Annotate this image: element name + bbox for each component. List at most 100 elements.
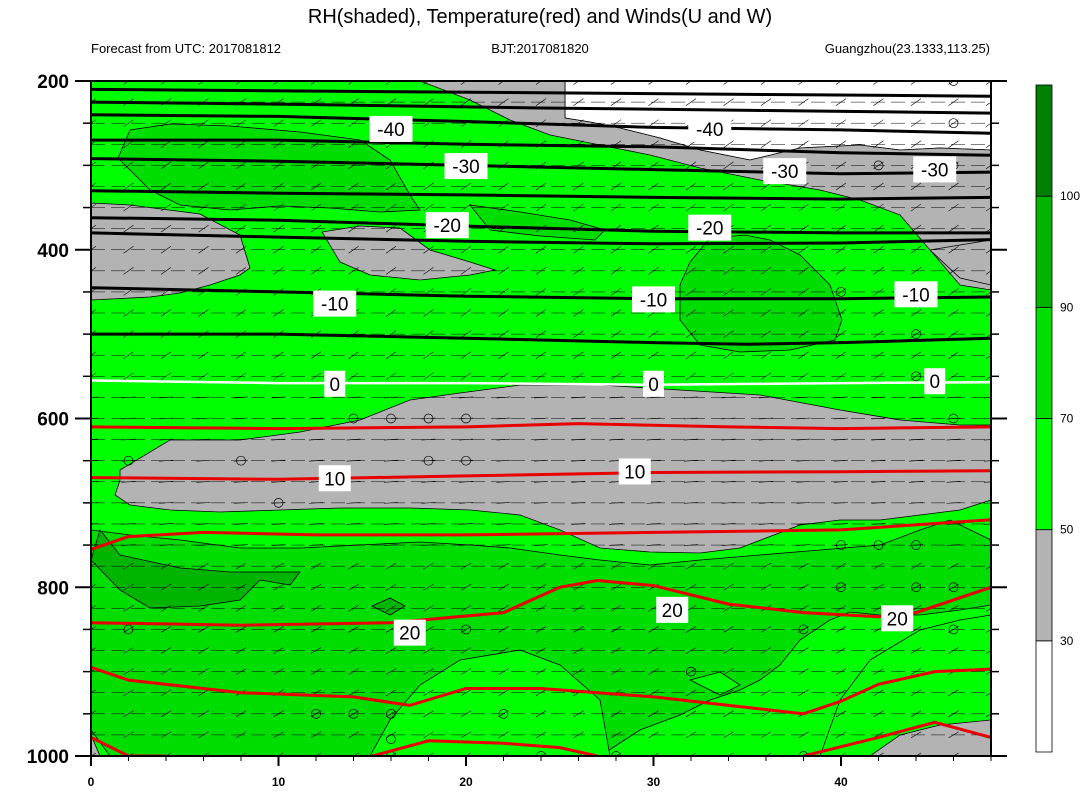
wind-barb bbox=[348, 605, 359, 612]
wind-barb bbox=[798, 203, 809, 212]
wind-barb bbox=[160, 647, 172, 654]
wind-barb bbox=[983, 544, 991, 546]
rh-bright-right bbox=[819, 614, 991, 756]
wind-barb bbox=[798, 647, 809, 654]
wind-barb bbox=[760, 98, 772, 106]
wind-barb bbox=[458, 502, 474, 504]
wind-barb bbox=[348, 246, 359, 254]
wind-barb bbox=[235, 267, 247, 275]
wind-barb bbox=[385, 583, 397, 591]
wind-barb bbox=[498, 562, 509, 570]
wind-barb bbox=[385, 224, 397, 233]
wind-barb bbox=[723, 689, 734, 696]
wind-barb bbox=[833, 502, 849, 504]
wind-barb bbox=[760, 583, 772, 591]
wind-barb bbox=[798, 668, 809, 675]
wind-barb bbox=[873, 161, 884, 170]
wind-barb bbox=[758, 459, 774, 462]
wind-barb bbox=[160, 161, 172, 170]
contour-label: -10 bbox=[640, 290, 667, 311]
wind-barb bbox=[873, 182, 884, 191]
wind-barb bbox=[983, 502, 991, 504]
wind-barb bbox=[460, 731, 472, 739]
wind-barb bbox=[385, 81, 392, 85]
wind-barb bbox=[390, 752, 397, 756]
contour-label-box bbox=[688, 214, 732, 241]
contour-label: -30 bbox=[921, 160, 948, 181]
wind-barb bbox=[948, 330, 959, 338]
wind-barb bbox=[835, 710, 847, 718]
wind-barb bbox=[948, 203, 959, 212]
wind-barb bbox=[233, 523, 249, 525]
wind-barb bbox=[873, 583, 884, 591]
wind-barb bbox=[871, 523, 886, 525]
wind-barb bbox=[165, 752, 172, 756]
temperature-line bbox=[91, 422, 991, 431]
wind-barb bbox=[198, 562, 209, 570]
wind-barb bbox=[758, 417, 774, 420]
contour-label-box bbox=[369, 115, 413, 142]
wind-barb bbox=[160, 203, 172, 212]
wind-barb bbox=[423, 647, 434, 654]
wind-barb bbox=[608, 502, 624, 504]
wind-barb bbox=[610, 668, 622, 675]
wind-barb bbox=[273, 372, 284, 381]
wind-barb bbox=[983, 481, 991, 483]
calm-circle bbox=[836, 287, 846, 297]
wind-barb bbox=[498, 288, 509, 296]
wind-barb bbox=[798, 140, 809, 149]
wind-barb bbox=[496, 523, 511, 525]
wind-barb bbox=[235, 161, 247, 170]
wind-barb bbox=[465, 752, 472, 756]
wind-barb bbox=[685, 351, 697, 359]
wind-barb bbox=[760, 689, 772, 696]
wind-barb bbox=[948, 605, 959, 612]
wind-barb bbox=[571, 459, 586, 462]
wind-barb bbox=[948, 562, 959, 570]
wind-barb bbox=[723, 562, 734, 570]
wind-barb bbox=[460, 668, 472, 675]
wind-barb bbox=[91, 140, 97, 145]
wind-barb bbox=[496, 396, 511, 399]
wind-barb bbox=[910, 710, 922, 718]
wind-barb bbox=[535, 182, 547, 191]
calm-circle bbox=[387, 760, 396, 769]
x-tick-label: 30 bbox=[647, 775, 661, 789]
wind-barb bbox=[310, 351, 322, 359]
wind-barb bbox=[760, 81, 767, 85]
wind-barb bbox=[458, 396, 474, 399]
wind-barb bbox=[760, 267, 772, 275]
wind-barb bbox=[423, 309, 434, 317]
temperature-line bbox=[91, 157, 991, 176]
wind-barb bbox=[348, 267, 359, 275]
wind-barb bbox=[873, 689, 884, 696]
temperature-line bbox=[91, 100, 991, 115]
wind-barb bbox=[233, 544, 249, 546]
wind-barb bbox=[685, 647, 697, 654]
wind-barb bbox=[385, 562, 397, 570]
wind-barb bbox=[910, 668, 922, 675]
wind-barb bbox=[310, 372, 322, 381]
wind-barb bbox=[646, 438, 661, 441]
wind-barb bbox=[123, 710, 134, 718]
wind-barb bbox=[348, 372, 359, 381]
wind-barb bbox=[423, 372, 434, 381]
wind-barb bbox=[798, 224, 809, 233]
wind-barb bbox=[198, 267, 209, 275]
wind-barb bbox=[908, 480, 924, 483]
wind-barb bbox=[683, 544, 699, 546]
wind-barb bbox=[385, 182, 397, 191]
wind-barb bbox=[273, 626, 284, 633]
wind-barb bbox=[196, 438, 211, 441]
wind-barb bbox=[123, 182, 134, 191]
wind-barb bbox=[196, 480, 211, 483]
wind-barb bbox=[235, 81, 242, 85]
wind-barb bbox=[646, 502, 661, 504]
wind-barb bbox=[423, 710, 434, 718]
contour-label-box bbox=[913, 156, 957, 183]
wind-barb bbox=[496, 417, 511, 420]
wind-barb bbox=[946, 396, 961, 399]
wind-barb bbox=[948, 267, 959, 275]
wind-barb bbox=[198, 710, 209, 718]
wind-barb bbox=[91, 224, 97, 230]
